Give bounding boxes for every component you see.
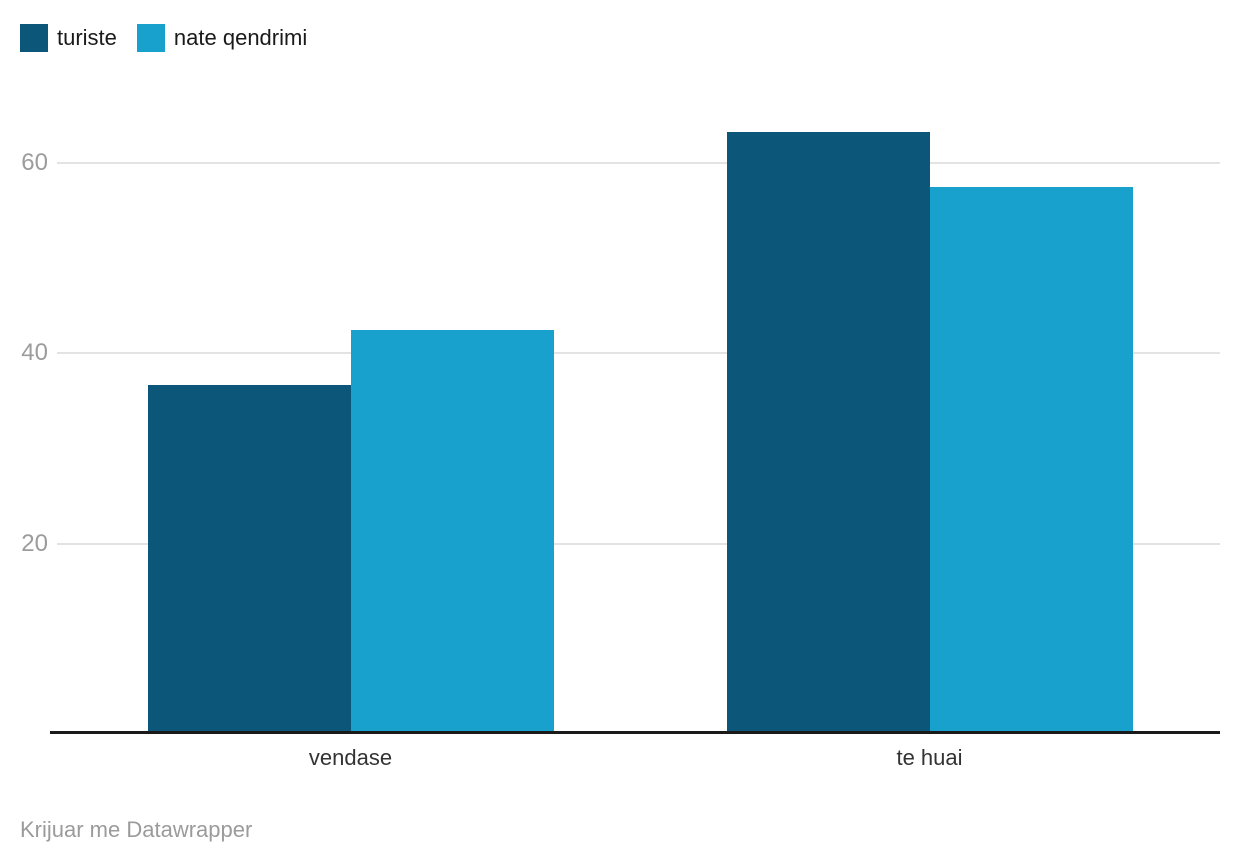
- gridline-20: [57, 542, 1220, 545]
- legend-swatch-nate-qendrimi: [136, 24, 165, 52]
- legend-item-turiste: turiste: [20, 24, 117, 52]
- y-tick-label-20: 20: [21, 529, 48, 557]
- gridline-60: [57, 161, 1220, 164]
- bar-nate-qendrimi-te-huai: [929, 187, 1133, 734]
- legend-label-nate-qendrimi: nate qendrimi: [173, 25, 308, 50]
- bar-turiste-te-huai: [726, 132, 930, 734]
- y-tick-label-60: 60: [21, 148, 48, 176]
- x-axis-line: [50, 731, 1220, 734]
- legend-label-turiste: turiste: [57, 25, 117, 50]
- gridline-40: [57, 352, 1220, 354]
- y-tick-label-40: 40: [21, 339, 48, 366]
- bar-nate-qendrimi-vendase: [350, 330, 554, 734]
- datawrapper-credit: Krijuar me Datawrapper: [20, 817, 253, 842]
- legend-item-nate-qendrimi: nate qendrimi: [136, 24, 308, 52]
- x-axis-label-vendase: vendase: [308, 745, 393, 770]
- x-axis-label-te-huai: te huai: [896, 745, 963, 770]
- legend: turiste nate qendrimi: [20, 24, 307, 52]
- bar-turiste-vendase: [147, 385, 351, 734]
- legend-swatch-turiste: [20, 24, 48, 52]
